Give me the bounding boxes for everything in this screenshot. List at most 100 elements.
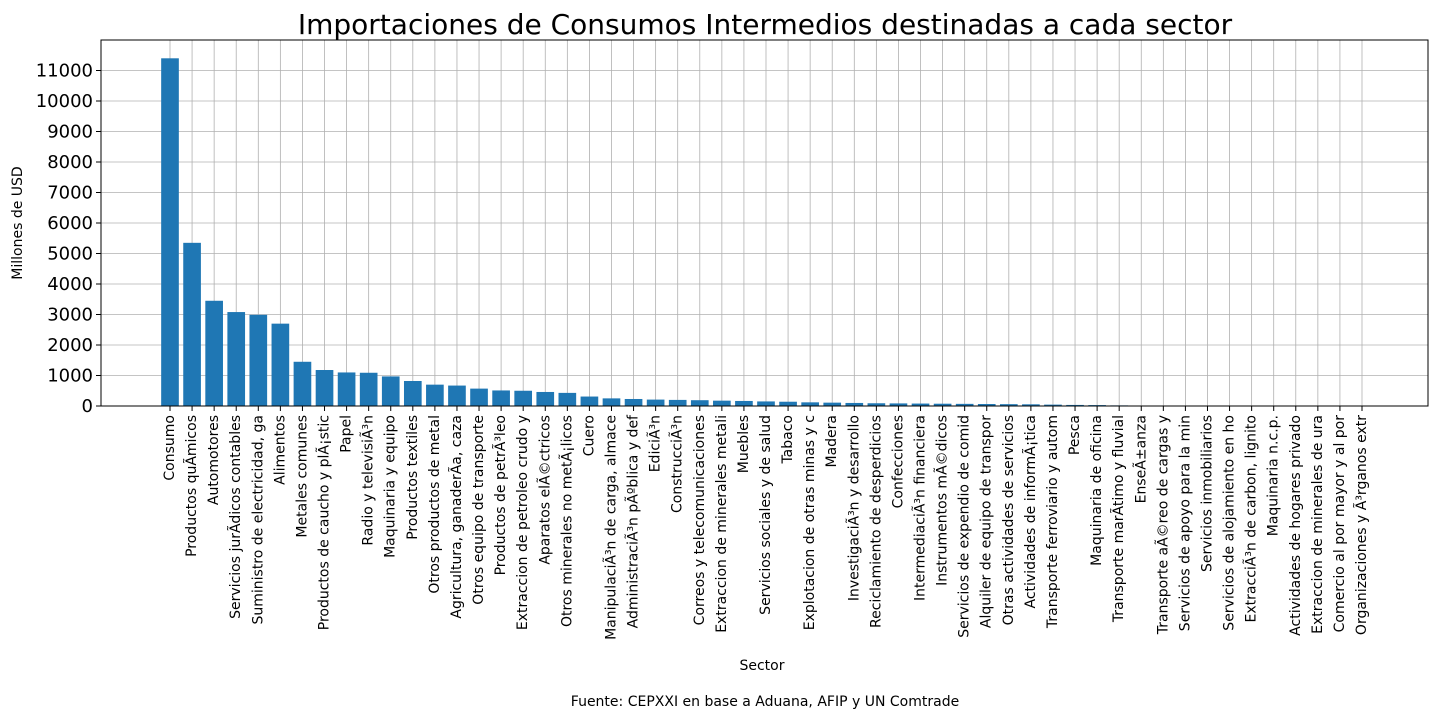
bar bbox=[492, 390, 510, 406]
bar bbox=[403, 380, 422, 406]
bar bbox=[205, 300, 223, 406]
x-tick-label: Transporte marÃ­timo y fluvial bbox=[1110, 415, 1127, 623]
bar bbox=[757, 401, 775, 406]
bar bbox=[999, 404, 1018, 406]
y-tick-label: 8000 bbox=[47, 152, 93, 173]
y-tick-label: 7000 bbox=[47, 183, 93, 204]
x-tick-label: Productos quÃ­micos bbox=[183, 415, 200, 557]
y-tick-label: 6000 bbox=[47, 213, 93, 234]
x-tick-label: Explotacion de otras minas y c bbox=[802, 415, 818, 630]
x-tick-label: IntermediaciÃ³n financiera bbox=[912, 415, 929, 601]
y-tick-label: 3000 bbox=[47, 305, 93, 326]
x-tick-label: Radio y televisiÃ³n bbox=[360, 415, 377, 546]
bar bbox=[801, 402, 819, 406]
y-tick-label: 2000 bbox=[47, 335, 93, 356]
x-tick-label: Metales comunes bbox=[294, 415, 310, 538]
bar bbox=[735, 400, 753, 406]
x-tick-label: Confecciones bbox=[890, 415, 906, 508]
chart-title: Importaciones de Consumos Intermedios de… bbox=[298, 8, 1233, 41]
x-tick-label: Papel bbox=[339, 415, 355, 453]
y-tick-label: 1000 bbox=[47, 366, 93, 387]
x-tick-label: Servicios sociales y de salud bbox=[758, 415, 774, 615]
x-tick-label: Comercio al por mayor y al por bbox=[1332, 415, 1348, 633]
bar bbox=[426, 384, 444, 406]
x-tick-label: Suministro de electricidad, ga bbox=[250, 415, 266, 625]
x-tick-label: Otros productos de metal bbox=[427, 415, 443, 594]
y-tick-label: 0 bbox=[82, 396, 93, 417]
x-tick-label: Servicios de expendio de comid bbox=[957, 415, 973, 638]
bar bbox=[161, 58, 179, 407]
y-tick-label: 10000 bbox=[36, 91, 93, 112]
bar bbox=[271, 323, 290, 406]
x-tick-label: Transporte aÃ©reo de cargas y bbox=[1154, 415, 1171, 635]
y-tick-label: 5000 bbox=[47, 244, 93, 265]
x-tick-label: Otras actividades de servicios bbox=[1001, 415, 1017, 625]
bar bbox=[668, 399, 687, 406]
bar bbox=[1044, 404, 1062, 406]
bar bbox=[977, 404, 996, 406]
x-tick-label: Tabaco bbox=[780, 415, 796, 465]
y-axis-label: Millones de USD bbox=[10, 166, 26, 279]
x-tick-label: Pesca bbox=[1067, 415, 1083, 455]
bar bbox=[713, 400, 731, 406]
x-tick-label: Alquiler de equipo de transpor bbox=[979, 415, 995, 628]
x-tick-label: Cuero bbox=[581, 415, 597, 456]
x-tick-label: Automotores bbox=[206, 415, 222, 505]
x-tick-label: Muebles bbox=[736, 415, 752, 473]
y-tick-label: 4000 bbox=[47, 274, 93, 295]
x-tick-label: ManipulaciÃ³n de carga, almace bbox=[602, 415, 619, 640]
x-tick-label: Otros minerales no metÃ¡licos bbox=[558, 415, 575, 627]
x-tick-label: Actividades de informÃ¡tica bbox=[1022, 415, 1039, 609]
y-tick-label: 9000 bbox=[47, 122, 93, 143]
x-tick-label: Productos de petrÃ³leo bbox=[492, 415, 509, 575]
x-tick-label: AdministraciÃ³n pÃºblica y def bbox=[625, 414, 642, 628]
x-tick-label: Extraccion de petroleo crudo y bbox=[515, 415, 531, 630]
bar bbox=[249, 314, 268, 406]
x-tick-label: Reciclamiento de desperdicios bbox=[868, 415, 884, 628]
bar bbox=[514, 390, 533, 406]
x-tick-label: Instrumentos mÃ©dicos bbox=[934, 415, 951, 586]
x-tick-label: Alimentos bbox=[272, 415, 288, 485]
bar bbox=[558, 392, 577, 406]
x-tick-label: ExtracciÃ³n de carbon, lignito bbox=[1243, 415, 1260, 622]
x-tick-label: Actividades de hogares privado bbox=[1288, 415, 1304, 636]
bar bbox=[955, 403, 974, 406]
x-tick-label: Extraccion de minerales metali bbox=[714, 415, 730, 633]
bar bbox=[845, 402, 864, 406]
bar bbox=[624, 398, 643, 406]
x-tick-label: Maquinaria y equipo bbox=[383, 415, 399, 558]
bar bbox=[1066, 404, 1084, 406]
x-tick-label: InvestigaciÃ³n y desarrollo bbox=[845, 415, 862, 601]
bar bbox=[227, 312, 246, 406]
x-tick-label: Transporte ferroviario y autom bbox=[1045, 415, 1061, 629]
bar bbox=[337, 372, 356, 406]
bar bbox=[867, 403, 886, 406]
y-axis-ticks: 0 1000 2000 3000 4000 5000 6000 7000 8000 9000 100… bbox=[36, 61, 101, 417]
bar bbox=[359, 372, 378, 406]
x-tick-label: ConstrucciÃ³n bbox=[669, 415, 686, 513]
x-tick-label: Maquinaria de oficina bbox=[1089, 415, 1105, 566]
x-tick-label: Otros equipo de transporte bbox=[471, 415, 487, 605]
x-tick-label: Extraccion de minerales de ura bbox=[1310, 415, 1326, 634]
bar bbox=[1022, 404, 1040, 406]
bar bbox=[646, 399, 665, 406]
x-tick-label: Madera bbox=[824, 415, 840, 468]
x-tick-label: Productos de caucho y plÃ¡stic bbox=[316, 415, 333, 630]
bar bbox=[779, 401, 797, 406]
x-tick-label: Maquinaria n.c.p. bbox=[1266, 415, 1282, 536]
bar bbox=[315, 370, 334, 406]
x-tick-label: Servicios inmobiliarios bbox=[1199, 415, 1215, 572]
x-axis-label: Sector bbox=[739, 658, 784, 674]
bar bbox=[933, 403, 952, 406]
bar bbox=[690, 400, 709, 406]
bar bbox=[183, 242, 201, 406]
y-tick-label: 11000 bbox=[36, 61, 93, 82]
x-tick-label: EdiciÃ³n bbox=[647, 415, 664, 472]
bar bbox=[889, 403, 908, 406]
bars bbox=[161, 58, 1371, 407]
bar bbox=[536, 391, 555, 406]
x-tick-label: Servicios jurÃ­dicos contables bbox=[227, 415, 244, 619]
x-tick-label: Productos textiles bbox=[405, 415, 421, 540]
x-tick-label: Servicios de alojamiento en ho bbox=[1222, 415, 1238, 631]
